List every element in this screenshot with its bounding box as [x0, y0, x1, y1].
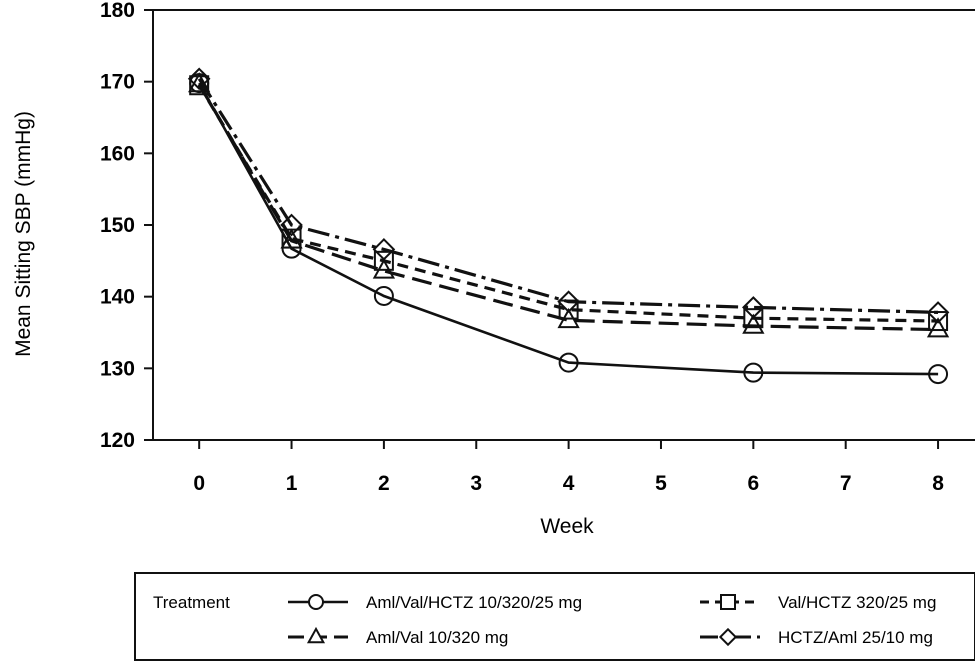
legend-item: Val/HCTZ 320/25 mg [700, 593, 936, 612]
data-point [743, 362, 764, 383]
series-4 [187, 67, 950, 324]
x-tick-label: 2 [378, 472, 390, 495]
legend-label: Aml/Val 10/320 mg [366, 628, 508, 647]
data-point [187, 67, 211, 91]
data-point [742, 296, 765, 319]
x-tick-label: 1 [286, 472, 298, 495]
y-axis-title: Mean Sitting SBP (mmHg) [12, 111, 35, 357]
y-axis: 120 130 140 150 160 170 180 [100, 0, 153, 452]
x-tick-label: 6 [747, 472, 759, 495]
x-tick-label: 0 [193, 472, 205, 495]
plot-frame [152, 9, 975, 441]
legend: Treatment Aml/Val/HCTZ 10/320/25 mgAml/V… [134, 572, 975, 661]
legend-items: Aml/Val/HCTZ 10/320/25 mg Aml/Val 10/320 … [288, 593, 936, 647]
x-tick-label: 8 [932, 472, 944, 495]
series-line [198, 82, 939, 376]
legend-swatch-marker [308, 594, 324, 610]
data-point [558, 352, 579, 373]
y-tick-label: 150 [100, 214, 135, 237]
legend-label: HCTZ/Aml 25/10 mg [778, 628, 933, 647]
data-point [928, 311, 949, 332]
data-point [280, 213, 303, 237]
legend-item: Aml/Val/HCTZ 10/320/25 mg [288, 593, 582, 612]
y-tick-label: 120 [100, 429, 135, 452]
legend-title: Treatment [153, 593, 230, 612]
legend-box [134, 572, 975, 661]
y-tick-label: 160 [100, 142, 135, 165]
y-tick-label: 170 [100, 71, 135, 94]
data-point [373, 285, 394, 306]
x-tick-label: 7 [840, 472, 852, 495]
series-3 [189, 75, 949, 332]
series-line [197, 84, 939, 323]
series-1 [189, 73, 949, 385]
x-tick-label: 4 [563, 472, 575, 495]
legend-item: Aml/Val 10/320 mg [288, 626, 508, 647]
data-point [189, 75, 210, 96]
series-2 [188, 72, 950, 338]
data-point [926, 301, 950, 324]
legend-swatch-marker [720, 594, 736, 610]
legend-swatch-marker [306, 626, 326, 644]
x-axis: 0 1 2 3 4 5 6 7 8 [193, 440, 944, 495]
data-point [281, 228, 302, 249]
x-axis-title: Week [540, 515, 594, 538]
data-point [742, 313, 765, 334]
x-tick-label: 5 [655, 472, 667, 495]
legend-label: Val/HCTZ 320/25 mg [778, 593, 936, 612]
data-point [557, 290, 580, 313]
series-layer [187, 67, 950, 385]
legend-swatch-marker [718, 627, 738, 647]
data-point [926, 317, 950, 338]
legend-item: HCTZ/Aml 25/10 mg [700, 627, 933, 647]
x-tick-label: 3 [470, 472, 482, 495]
data-point [372, 238, 396, 261]
y-tick-label: 180 [100, 0, 135, 22]
series-line [197, 77, 939, 314]
plot-border [152, 9, 975, 441]
data-point [928, 364, 949, 385]
data-point [743, 308, 764, 329]
legend-label: Aml/Val/HCTZ 10/320/25 mg [366, 593, 582, 612]
y-tick-label: 130 [100, 357, 135, 380]
data-point [373, 250, 394, 271]
y-tick-label: 140 [100, 286, 135, 309]
